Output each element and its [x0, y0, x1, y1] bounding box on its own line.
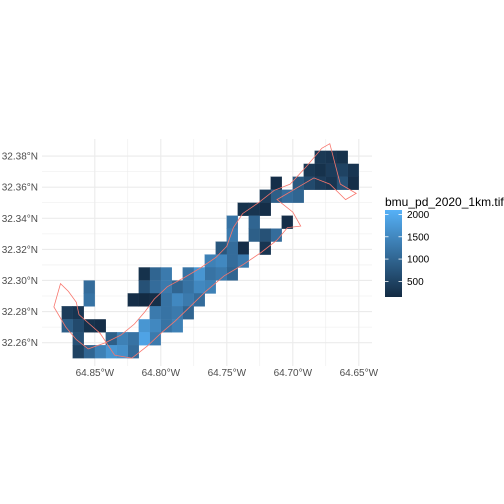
x-tick-label: 64.85°W [76, 368, 115, 379]
legend-tick-label: 1000 [407, 255, 430, 266]
legend-tick-label: 500 [407, 277, 424, 288]
raster-cell [347, 163, 359, 178]
raster-cell [105, 332, 117, 346]
raster-cell [259, 241, 271, 255]
raster-cell [336, 163, 348, 178]
raster-cell [248, 228, 260, 242]
y-tick-label: 32.28°N [2, 307, 38, 318]
raster-cell [259, 228, 271, 242]
raster-cell [138, 293, 150, 307]
raster-cell [171, 293, 183, 307]
raster-cell [160, 306, 172, 320]
raster-cell [292, 189, 304, 203]
raster-cell [94, 345, 106, 359]
raster-cell [171, 280, 183, 294]
raster-cell [226, 215, 238, 229]
raster-cell [314, 163, 326, 178]
raster-cell [171, 306, 183, 320]
x-axis-tick-labels: 64.85°W 64.80°W 64.75°W 64.70°W 64.65°W [76, 368, 379, 379]
raster-cell [248, 202, 260, 216]
legend-title: bmu_pd_2020_1km.tif [385, 195, 504, 209]
raster-cell [138, 267, 150, 281]
colorbar [385, 210, 402, 297]
y-tick-label: 32.26°N [2, 338, 38, 349]
boundary-outline [53, 143, 357, 359]
y-tick-label: 32.30°N [2, 276, 38, 287]
raster-cell [347, 176, 359, 190]
colorbar-legend: bmu_pd_2020_1km.tif 500 1000 1500 2000 [385, 195, 504, 297]
raster-cell [138, 319, 150, 333]
raster-cell [105, 345, 117, 359]
raster-cell [83, 293, 95, 307]
raster-cell [314, 150, 326, 164]
raster-cell [226, 267, 238, 281]
x-tick-label: 64.75°W [208, 368, 247, 379]
y-tick-label: 32.34°N [2, 214, 38, 225]
raster-cell [182, 267, 194, 281]
raster-cell [259, 202, 271, 216]
raster-cell [248, 215, 260, 229]
y-axis-tick-labels: 32.26°N 32.28°N 32.30°N 32.32°N 32.34°N 32.36… [2, 152, 38, 350]
raster-cell [237, 241, 249, 255]
raster-cell [292, 176, 304, 190]
y-tick-label: 32.36°N [2, 183, 38, 194]
raster-cell [336, 150, 348, 164]
raster-cell [171, 319, 183, 333]
y-tick-label: 32.38°N [2, 152, 38, 163]
raster-cell [149, 267, 161, 281]
raster-cell [204, 267, 216, 281]
raster-cell [149, 280, 161, 294]
raster-cell [127, 345, 139, 359]
raster-cell [149, 306, 161, 320]
y-tick-label: 32.32°N [2, 245, 38, 256]
raster-cell [226, 241, 238, 255]
raster-cell [303, 163, 315, 178]
raster-cell [160, 293, 172, 307]
raster-cell [193, 267, 205, 281]
raster-cell [72, 319, 84, 333]
raster-cell [281, 215, 293, 229]
raster-cell [83, 280, 95, 294]
raster-cell [160, 319, 172, 333]
raster-cell [237, 202, 249, 216]
raster-cell [149, 319, 161, 333]
raster-cell [149, 293, 161, 307]
raster-cell [138, 332, 150, 346]
raster-cell [127, 293, 139, 307]
legend-tick-label: 1500 [407, 232, 430, 243]
raster-cell [127, 332, 139, 346]
legend-ticks: 500 1000 1500 2000 [385, 210, 430, 288]
raster-cell [72, 345, 84, 359]
x-tick-label: 64.80°W [142, 368, 181, 379]
raster-cell [325, 150, 337, 164]
raster-cell [237, 254, 249, 268]
raster-cell [160, 267, 172, 281]
raster-cell [83, 319, 95, 333]
raster-cell [182, 280, 194, 294]
raster-cell [72, 332, 84, 346]
raster-cell [193, 280, 205, 294]
raster-cell [226, 254, 238, 268]
raster-cell [61, 306, 73, 320]
x-tick-label: 64.65°W [340, 368, 379, 379]
boundary-polygon [53, 143, 357, 359]
raster-cell [61, 319, 73, 333]
raster-cell [138, 280, 150, 294]
legend-tick-label: 2000 [407, 210, 430, 221]
raster-cell [270, 228, 282, 242]
raster-cell [193, 293, 205, 307]
x-tick-label: 64.70°W [274, 368, 313, 379]
